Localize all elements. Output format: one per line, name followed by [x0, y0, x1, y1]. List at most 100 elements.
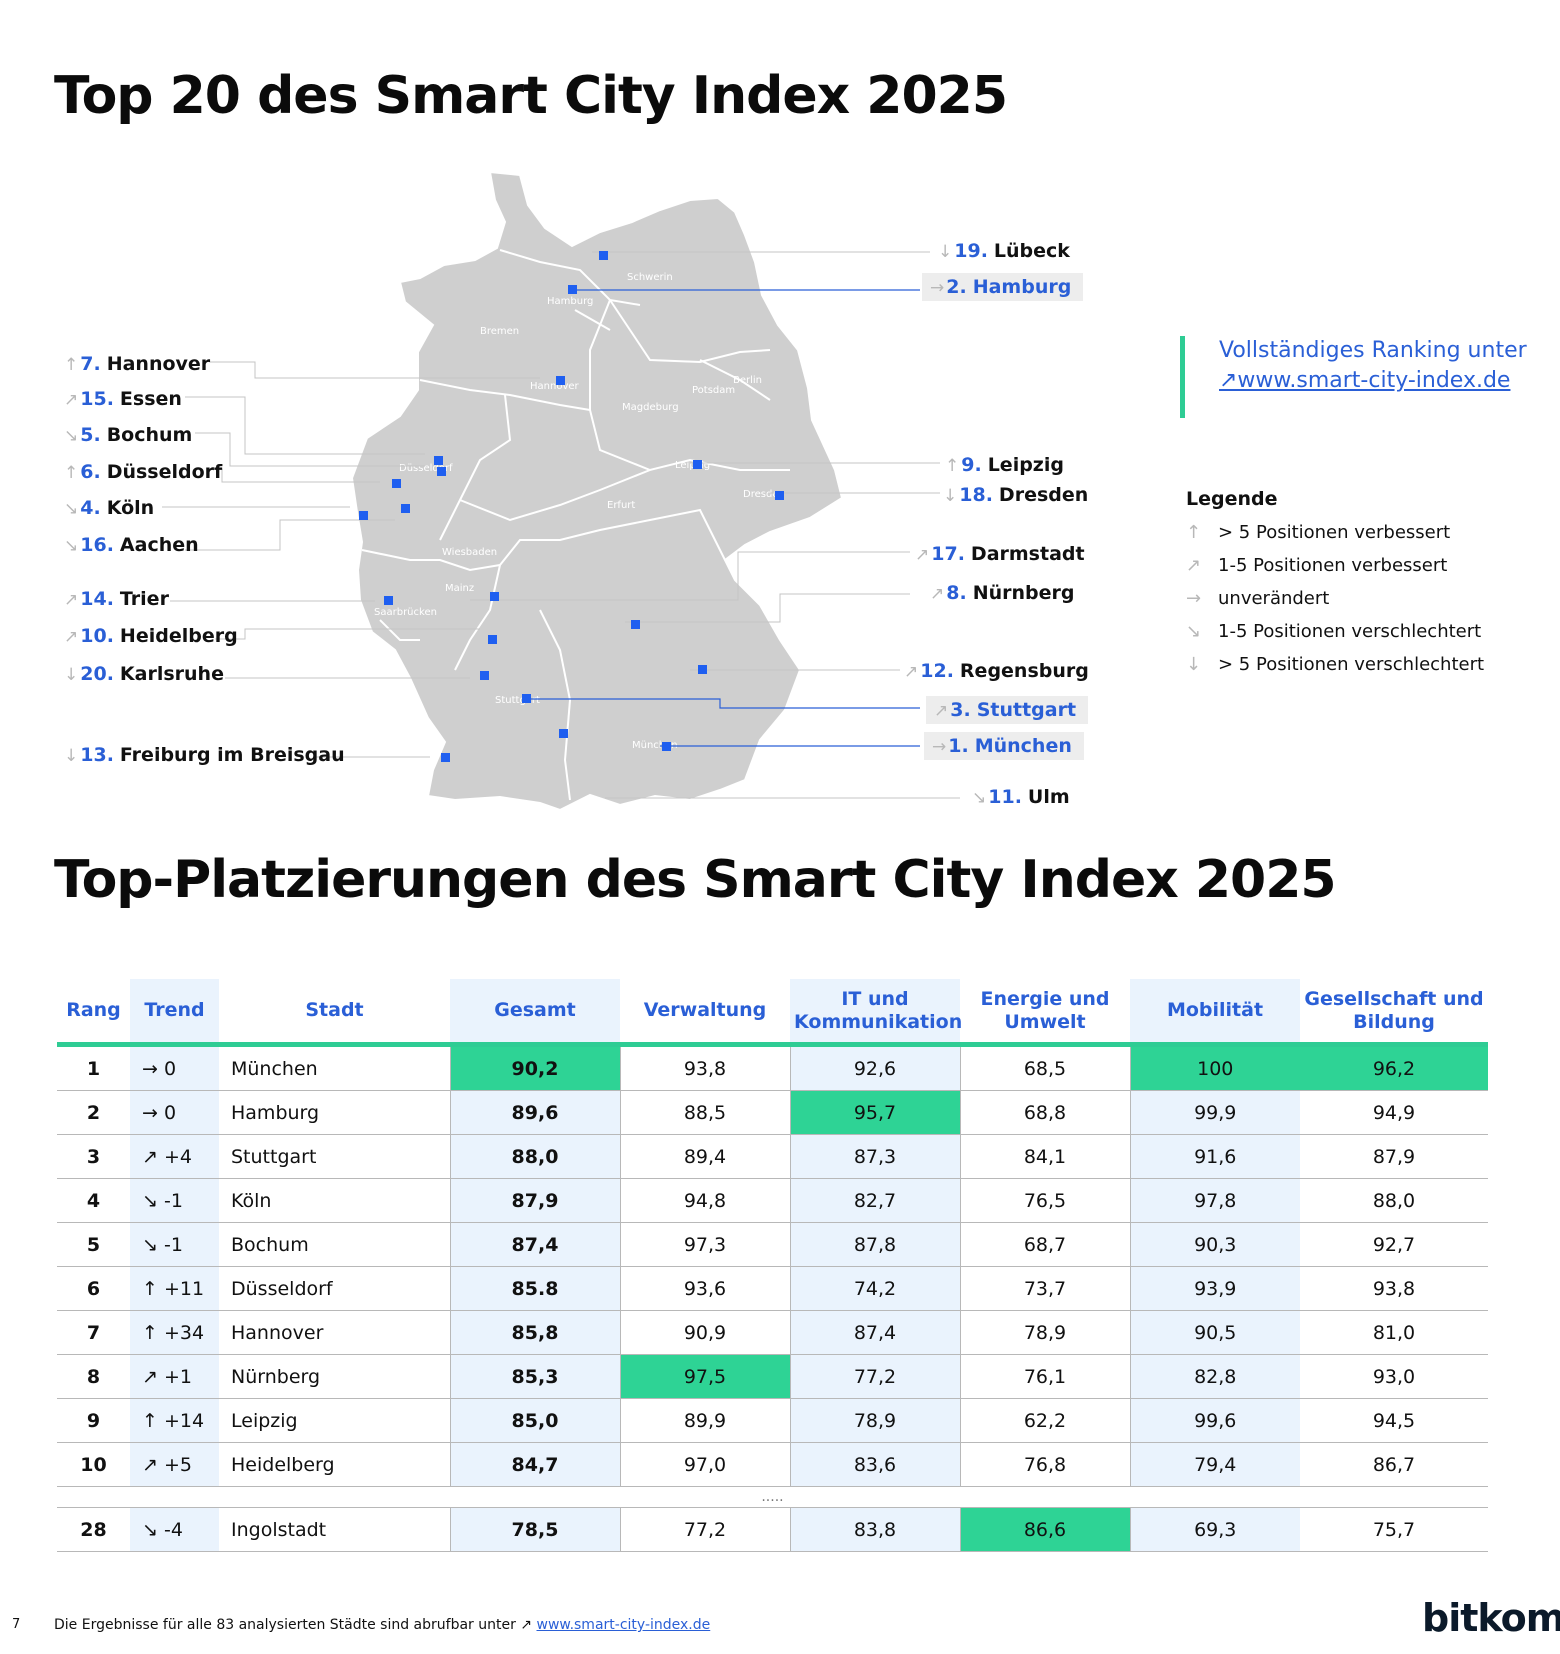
arrow-up-right-icon: ↗ [1186, 555, 1202, 576]
cell-gesamt: 85,3 [449, 1354, 620, 1399]
city-marker-bochum [437, 467, 446, 476]
capital-label: München [632, 740, 678, 751]
table-row: 8 ↗ +1 Nürnberg 85,3 97,5 77,2 76,1 82,8 93,0 [57, 1354, 1488, 1399]
map-label-hamburg: → 2. Hamburg [922, 273, 1084, 301]
state-borders [361, 249, 790, 801]
capital-label: Hamburg [547, 296, 593, 307]
bitkom-logo: bitkom [1422, 1596, 1560, 1640]
city-marker-ulm [559, 729, 568, 738]
cell-gesamt: 85,8 [449, 1310, 620, 1355]
cell-trend: → 0 [130, 1090, 219, 1135]
map-label-regensburg: ↗ 12. Regensburg [904, 660, 1089, 682]
cell-gesamt: 87,4 [449, 1222, 620, 1267]
cell-gesamt: 85,0 [449, 1398, 620, 1443]
cell-verwaltung: 93,8 [619, 1044, 790, 1091]
header-stadt: Stadt [305, 999, 364, 1021]
legend-item: ↓ > 5 Positionen verschlechtert [1186, 654, 1485, 675]
city-markers [359, 251, 784, 762]
table-row: 4 ↘ -1 Köln 87,9 94,8 82,7 76,5 97,8 88,0 [57, 1178, 1488, 1223]
map-label-stuttgart: ↗ 3. Stuttgart [926, 696, 1089, 724]
cell-energie: 76,1 [959, 1354, 1130, 1399]
city-marker-trier [384, 596, 393, 605]
cell-mobilitaet: 99,9 [1129, 1090, 1300, 1135]
cell-mobilitaet: 99,6 [1129, 1398, 1300, 1443]
cell-mobilitaet: 97,8 [1129, 1178, 1300, 1223]
cell-it: 92,6 [789, 1044, 960, 1091]
cell-energie: 62,2 [959, 1398, 1130, 1443]
cell-it: 77,2 [789, 1354, 960, 1399]
city-marker-karlsruhe [488, 635, 497, 644]
cell-verwaltung: 97,3 [619, 1222, 790, 1267]
cell-rang: 4 [57, 1178, 130, 1223]
cell-gesamt: 85.8 [449, 1266, 620, 1311]
header-trend: Trend [130, 979, 219, 1045]
cell-gesellschaft: 93,8 [1300, 1266, 1488, 1311]
capital-label: Düsseldorf [399, 463, 453, 474]
table-row: 28 ↘ -4 Ingolstadt 78,5 77,2 83,8 86,6 69,3 75,7 [57, 1507, 1488, 1552]
city-marker-stuttgart [522, 694, 531, 703]
capital-label: Schwerin [627, 272, 673, 283]
capital-label: Dresden [743, 489, 785, 500]
cell-trend: ↑ +14 [130, 1398, 219, 1443]
cell-stadt: Köln [219, 1178, 450, 1223]
cell-verwaltung: 93,6 [619, 1266, 790, 1311]
cell-rang: 3 [57, 1134, 130, 1179]
map-label-koeln: ↘ 4. Köln [64, 497, 155, 519]
footnote-link[interactable]: www.smart-city-index.de [536, 1617, 711, 1633]
legend-item: ↗ 1-5 Positionen verbessert [1186, 555, 1448, 576]
header-gesellschaft: Gesellschaft und Bildung [1304, 987, 1484, 1033]
cell-trend: ↗ +1 [130, 1354, 219, 1399]
city-marker-freiburg [441, 753, 450, 762]
highlight-lines [523, 289, 920, 747]
map-label-heidelberg: ↗ 10. Heidelberg [64, 625, 238, 647]
cell-rang: 6 [57, 1266, 130, 1311]
cell-trend: ↑ +11 [130, 1266, 219, 1311]
cell-energie: 68,5 [959, 1044, 1130, 1091]
cell-verwaltung: 77,2 [619, 1507, 790, 1552]
capital-label: Leipzig [675, 460, 710, 471]
cell-verwaltung: 94,8 [619, 1178, 790, 1223]
germany-map: Kiel Schwerin Hamburg Bremen Hannover Be… [162, 170, 960, 812]
state-capital-labels: Kiel Schwerin Hamburg Bremen Hannover Be… [374, 221, 785, 751]
map-label-karlsruhe: ↓ 20. Karlsruhe [64, 663, 224, 685]
table-ellipsis-row: ..... [57, 1486, 1488, 1508]
cell-gesamt: 87,9 [449, 1178, 620, 1223]
city-marker-hamburg [568, 285, 577, 294]
cell-gesellschaft: 86,7 [1300, 1442, 1488, 1487]
cell-trend: ↗ +5 [130, 1442, 219, 1487]
city-marker-duesseldorf [392, 479, 401, 488]
cell-rang: 2 [57, 1090, 130, 1135]
ranking-table: Rang Trend Stadt Gesamt Verwaltung IT un… [57, 979, 1488, 1552]
capital-label: Stuttgart [495, 695, 540, 706]
cell-it: 87,4 [789, 1310, 960, 1355]
cell-stadt: Heidelberg [219, 1442, 450, 1487]
cell-it: 83,8 [789, 1507, 960, 1552]
cell-stadt: München [219, 1044, 450, 1091]
cell-gesamt: 90,2 [449, 1044, 620, 1091]
map-label-ulm: ↘ 11. Ulm [972, 786, 1070, 808]
cell-energie: 78,9 [959, 1310, 1130, 1355]
table-row: 10 ↗ +5 Heidelberg 84,7 97,0 83,6 76,8 79,4 86,7 [57, 1442, 1488, 1487]
ranking-link[interactable]: ↗www.smart-city-index.de [1219, 368, 1511, 393]
cell-mobilitaet: 82,8 [1129, 1354, 1300, 1399]
cell-it: 87,8 [789, 1222, 960, 1267]
cell-energie: 76,8 [959, 1442, 1130, 1487]
page-number: 7 [12, 1617, 21, 1632]
cell-trend: ↑ +34 [130, 1310, 219, 1355]
cell-gesellschaft: 81,0 [1300, 1310, 1488, 1355]
cell-trend: ↘ -1 [130, 1222, 219, 1267]
cell-it: 82,7 [789, 1178, 960, 1223]
map-label-muenchen: → 1. München [924, 732, 1084, 760]
map-label-leipzig: ↑ 9. Leipzig [945, 454, 1064, 476]
cell-stadt: Stuttgart [219, 1134, 450, 1179]
legend-item: ↘ 1-5 Positionen verschlechtert [1186, 621, 1482, 642]
cell-stadt: Nürnberg [219, 1354, 450, 1399]
cell-rang: 28 [57, 1507, 130, 1552]
city-marker-darmstadt [490, 592, 499, 601]
legend-item: ↑ > 5 Positionen verbessert [1186, 522, 1451, 543]
capital-label: Magdeburg [622, 402, 679, 413]
full-ranking-box: Vollständiges Ranking unter ↗www.smart-c… [1180, 336, 1527, 418]
cell-stadt: Ingolstadt [219, 1507, 450, 1552]
legend: Legende ↑ > 5 Positionen verbessert ↗ 1-5 … [1186, 488, 1484, 687]
arrow-up-icon: ↑ [1186, 522, 1202, 543]
